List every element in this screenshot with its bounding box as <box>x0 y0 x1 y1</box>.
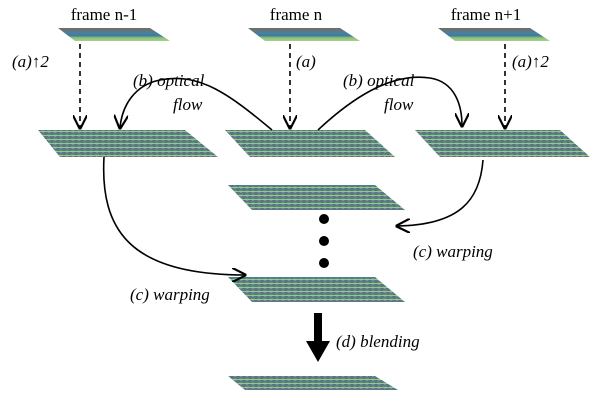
step-label: (a)↑2 <box>512 52 549 71</box>
step-label: (a)↑2 <box>12 52 49 71</box>
step-label: (c) warping <box>413 242 493 261</box>
step-label: (b) optical <box>343 71 415 90</box>
blend-arrow <box>306 313 330 362</box>
step-label: (a) <box>296 52 316 71</box>
step-label: (c) warping <box>130 285 210 304</box>
frame-label: frame n+1 <box>451 5 521 24</box>
warp-arrow <box>397 160 483 226</box>
warp-arrow <box>104 157 245 275</box>
frame-small <box>58 28 550 41</box>
step-label: (b) optical <box>133 71 205 90</box>
ellipsis <box>319 214 329 268</box>
diagram: frame n-1 frame n frame n+1 (a)↑2 (a) (a… <box>0 0 605 407</box>
step-label: (d) blending <box>336 332 420 351</box>
step-label: flow <box>384 95 414 114</box>
step-label: flow <box>173 95 203 114</box>
frame-label: frame n-1 <box>71 5 138 24</box>
frame-label: frame n <box>270 5 323 24</box>
